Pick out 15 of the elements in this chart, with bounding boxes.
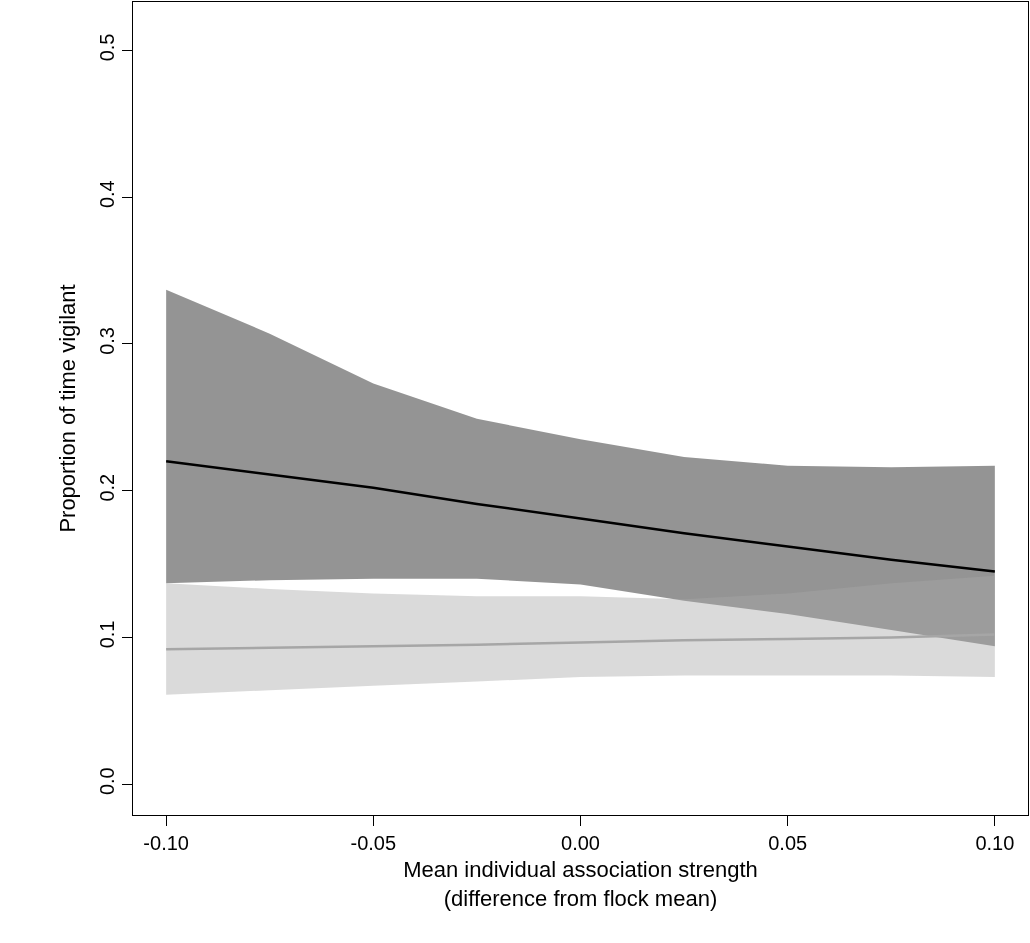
y-axis-title: Proportion of time vigilant bbox=[54, 284, 80, 533]
x-axis-title: Mean individual association strength (difference from flock mean) bbox=[403, 856, 758, 911]
x-tick-label: -0.05 bbox=[350, 832, 397, 854]
y-tick-label: 0.0 bbox=[96, 767, 118, 796]
y-tick-label: 0.2 bbox=[96, 473, 118, 502]
y-tick-label: 0.4 bbox=[96, 180, 118, 209]
x-tick-label: 0.10 bbox=[975, 832, 1015, 854]
y-tick-label: 0.5 bbox=[96, 33, 118, 62]
y-tick-label: 0.3 bbox=[96, 327, 118, 355]
x-tick-label: 0.00 bbox=[561, 832, 600, 854]
x-tick-label: -0.10 bbox=[143, 832, 189, 854]
x-tick-label: 0.05 bbox=[768, 832, 808, 854]
line-series bbox=[164, 460, 997, 573]
y-tick-label: 0.1 bbox=[96, 620, 118, 649]
line-series bbox=[164, 633, 997, 651]
